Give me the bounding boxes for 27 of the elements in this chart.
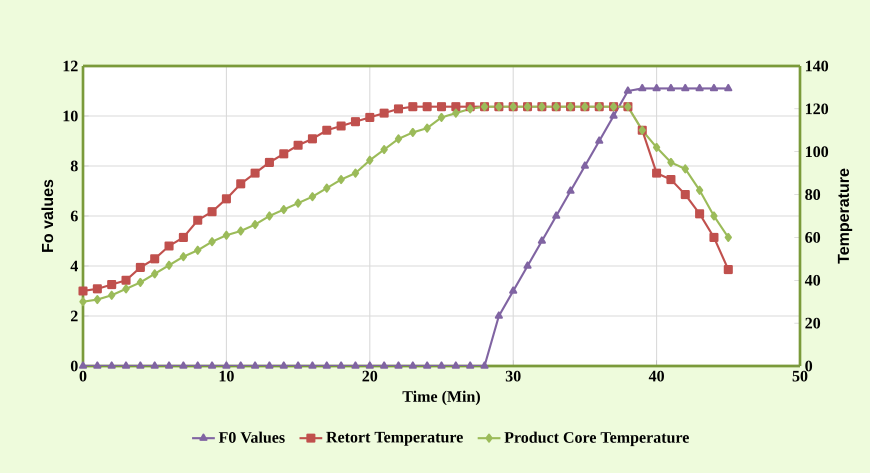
y2-tick-label: 120 <box>806 103 828 114</box>
x-tick-label: 20 <box>362 370 378 382</box>
y-tick-label: 6 <box>70 210 78 222</box>
legend-label: Retort Temperature <box>326 432 463 446</box>
y-tick-label: 12 <box>64 60 78 72</box>
legend-label: Product Core Temperature <box>504 432 689 446</box>
y2-tick-label: 0 <box>805 360 812 372</box>
y-axis-title: Fo values <box>41 180 54 252</box>
y-tick-label: 4 <box>70 260 78 272</box>
x-tick-label: 10 <box>220 370 234 382</box>
y2-tick-label: 20 <box>805 318 820 329</box>
y2-tick-label: 80 <box>805 189 820 200</box>
x-tick-label: 40 <box>648 370 664 382</box>
y-tick-label: 10 <box>64 110 78 122</box>
legend-label: F0 Values <box>218 432 285 443</box>
x-tick-label: 30 <box>506 370 521 382</box>
y2-tick-label: 40 <box>804 274 820 286</box>
x-tick-label: 0 <box>80 370 86 382</box>
y-tick-label: 0 <box>70 360 78 372</box>
x-axis-title: Time (Min) <box>402 390 480 406</box>
y-tick-label: 2 <box>70 310 78 322</box>
y2-tick-label: 140 <box>806 60 828 72</box>
y2-axis-title: Temperature <box>838 168 852 264</box>
y2-tick-label: 100 <box>806 146 828 158</box>
x-tick-label: 50 <box>792 370 808 382</box>
y2-tick-label: 60 <box>805 232 820 243</box>
y-tick-label: 8 <box>70 160 78 172</box>
